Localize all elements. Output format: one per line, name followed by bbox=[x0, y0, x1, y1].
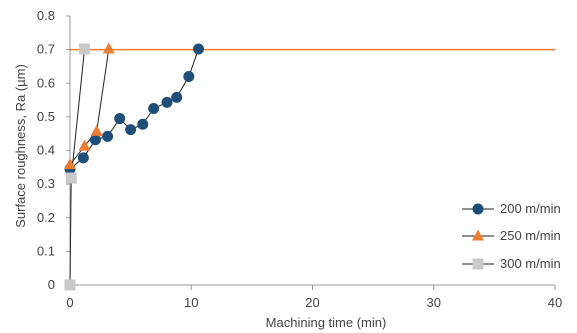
data-point bbox=[171, 91, 183, 103]
legend-label: 300 m/min bbox=[500, 256, 561, 271]
y-tick-label: 0.4 bbox=[37, 143, 55, 158]
legend-label: 200 m/min bbox=[500, 201, 561, 216]
y-tick-label: 0.2 bbox=[37, 210, 55, 225]
data-point bbox=[65, 172, 77, 184]
legend-marker bbox=[472, 258, 484, 270]
data-point bbox=[90, 124, 103, 136]
data-point bbox=[161, 96, 173, 108]
data-point bbox=[183, 71, 195, 83]
x-axis-label: Machining time (min) bbox=[266, 315, 387, 330]
data-point bbox=[79, 43, 91, 55]
y-axis-label: Surface roughness, Ra (µm) bbox=[13, 64, 28, 228]
series-line bbox=[69, 48, 199, 170]
x-tick-label: 10 bbox=[184, 295, 198, 310]
y-tick-label: 0.1 bbox=[37, 243, 55, 258]
data-point bbox=[125, 124, 137, 136]
y-tick-label: 0.7 bbox=[37, 42, 55, 57]
plot-area bbox=[64, 15, 556, 291]
y-tick-label: 0.3 bbox=[37, 176, 55, 191]
y-tick-label: 0.5 bbox=[37, 109, 55, 124]
y-tick-labels: 0 0.1 0.2 0.3 0.4 0.5 0.6 0.7 0.8 bbox=[37, 8, 55, 292]
data-point bbox=[148, 102, 160, 114]
y-tick-label: 0.8 bbox=[37, 8, 55, 23]
x-tick-labels: 0 10 20 30 40 bbox=[66, 295, 562, 310]
legend-label: 250 m/min bbox=[500, 228, 561, 243]
x-tick-label: 0 bbox=[66, 295, 73, 310]
data-point bbox=[193, 43, 205, 55]
data-point bbox=[64, 158, 76, 170]
data-point bbox=[114, 113, 126, 125]
x-tick-label: 40 bbox=[548, 295, 562, 310]
data-point bbox=[64, 279, 76, 291]
data-point bbox=[78, 139, 91, 151]
series-line bbox=[69, 48, 110, 165]
legend: 200 m/min 250 m/min 300 m/min bbox=[462, 201, 561, 271]
y-tick-label: 0.6 bbox=[37, 75, 55, 90]
data-point bbox=[89, 134, 101, 146]
data-point bbox=[77, 152, 89, 164]
x-tick-label: 20 bbox=[305, 295, 319, 310]
data-point bbox=[137, 118, 149, 130]
y-tick-label: 0 bbox=[48, 277, 55, 292]
data-point bbox=[102, 42, 115, 54]
legend-marker bbox=[472, 203, 484, 215]
data-point bbox=[102, 130, 114, 142]
legend-marker bbox=[472, 229, 484, 241]
x-tick-label: 30 bbox=[427, 295, 441, 310]
